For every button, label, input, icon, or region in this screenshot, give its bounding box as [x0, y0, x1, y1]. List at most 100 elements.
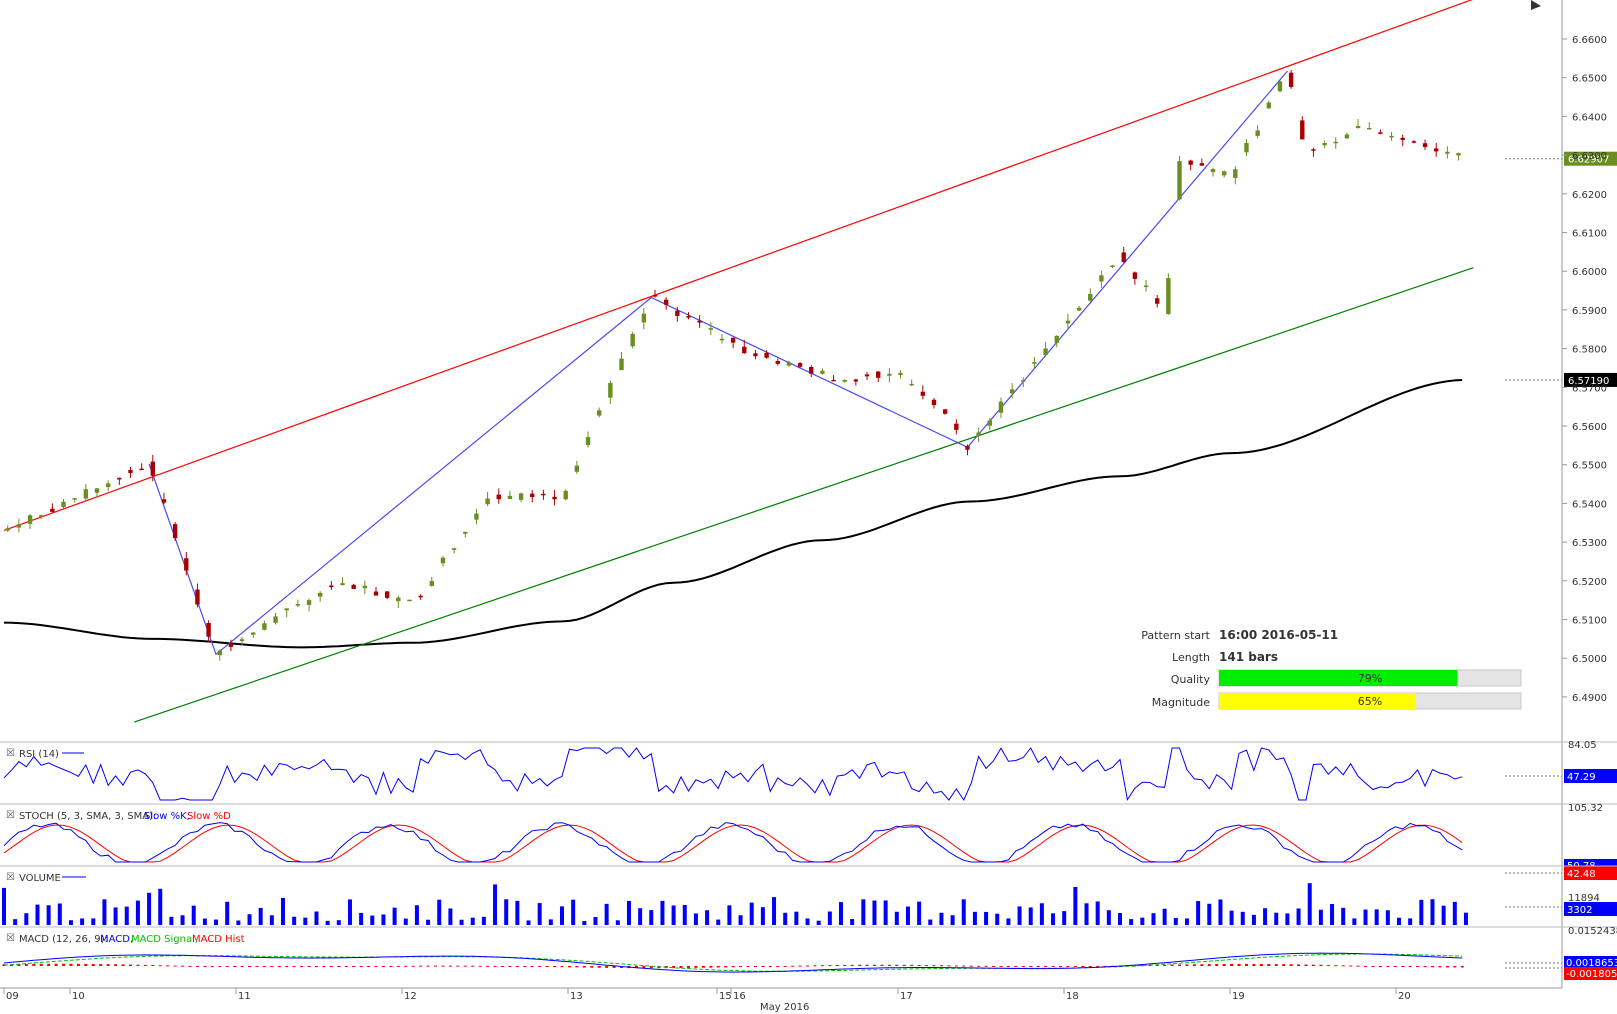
volume-close-icon[interactable]: ☒ — [6, 872, 15, 883]
volume-bar — [894, 911, 899, 925]
candle-body — [1277, 81, 1283, 92]
candle-body — [1322, 143, 1327, 146]
candle-body — [1166, 277, 1171, 315]
rsi-close-icon[interactable]: ☒ — [6, 748, 15, 759]
volume-bar — [917, 901, 922, 925]
macd-hist-bar — [835, 964, 839, 966]
volume-title: VOLUME — [19, 873, 61, 884]
volume-bar — [1039, 903, 1044, 925]
macd-hist-bar — [1445, 966, 1449, 968]
candle-body — [496, 494, 501, 500]
candle-body — [1400, 137, 1405, 140]
volume-bar — [202, 918, 207, 925]
candle-body — [195, 589, 200, 605]
volume-bar — [336, 920, 341, 925]
candle-body — [1288, 72, 1294, 87]
volume-bar — [1397, 917, 1401, 925]
macd-hist-bar — [694, 966, 698, 968]
volume-bar — [135, 900, 140, 925]
macd-hist-bar — [992, 965, 996, 967]
stoch-axis-top: 105.32 — [1568, 803, 1603, 814]
price-tick-label: 6.5600 — [1572, 422, 1607, 433]
price-tick-label: 6.6200 — [1572, 190, 1607, 201]
macd-hist-bar — [910, 964, 914, 966]
macd-hist-bar — [255, 966, 259, 967]
macd-hist-bar — [1200, 964, 1204, 966]
macd-histogram — [2, 963, 1464, 969]
macd-hist-bar — [292, 966, 296, 968]
volume-bar — [236, 920, 241, 925]
volume-bar — [1363, 909, 1368, 925]
macd-hist-bar — [567, 966, 571, 968]
macd-hist-bar — [32, 963, 36, 966]
volume-bar — [1240, 911, 1245, 925]
volume-bar — [738, 915, 743, 925]
volume-bar — [1352, 918, 1357, 925]
macd-hist-bar — [947, 965, 951, 967]
macd-hist-bar — [456, 965, 460, 967]
volume-bar — [1263, 908, 1268, 925]
macd-close-icon[interactable]: ☒ — [6, 933, 15, 944]
macd-hist-bar — [314, 966, 318, 967]
volume-bar — [1017, 906, 1022, 925]
volume-bar — [247, 914, 252, 925]
channel-layer — [3, 0, 1541, 723]
volume-bar — [403, 918, 408, 925]
candle-body — [686, 316, 691, 318]
candle-body — [1367, 127, 1372, 130]
macd-hist-bar — [1401, 966, 1405, 967]
volume-bar — [102, 899, 107, 925]
macd-hist-bar — [1103, 965, 1107, 967]
macd-hist-bar — [500, 966, 504, 967]
macd-hist-bar — [939, 965, 943, 967]
macd-hist-bar — [820, 965, 824, 967]
candle-body — [1155, 298, 1160, 304]
candle-body — [351, 584, 356, 589]
candle-body — [619, 358, 624, 371]
macd-hist-bar — [1207, 964, 1211, 966]
macd-hist-bar — [649, 966, 653, 969]
macd-hist-bar — [932, 965, 936, 967]
volume-bar — [939, 912, 944, 925]
macd-hist-bar — [620, 966, 624, 969]
stoch-close-icon[interactable]: ☒ — [6, 810, 15, 821]
price-panel: 6.62907 6.57190 — [3, 0, 1617, 723]
candle-body — [630, 333, 635, 347]
candle-body — [384, 591, 390, 598]
price-tick-label: 6.6500 — [1572, 74, 1607, 85]
candle-body — [876, 371, 881, 378]
macd-hist-bar — [381, 966, 385, 967]
volume-bar — [816, 920, 821, 925]
candle-body — [1333, 141, 1338, 144]
macd-hist-bar — [307, 966, 311, 967]
candle-body — [128, 470, 133, 473]
macd-hist-bar — [642, 966, 646, 969]
candle-body — [485, 498, 490, 505]
macd-hist-bar — [1185, 964, 1189, 966]
candle-body — [340, 583, 345, 585]
macd-hist-bar — [1021, 966, 1025, 967]
candle-body — [440, 557, 446, 564]
macd-signal-line — [3, 953, 1463, 972]
candle-body — [764, 352, 769, 358]
macd-hist-bar — [798, 965, 802, 967]
candle-body — [1054, 335, 1059, 343]
volume-bar — [470, 917, 475, 925]
candle-body — [329, 585, 334, 588]
price-tick-label: 6.5700 — [1572, 383, 1607, 394]
candle-body — [820, 370, 825, 374]
macd-hist-bar — [1006, 966, 1010, 967]
volume-bar — [805, 918, 810, 925]
stoch-d-label: Slow %D — [187, 811, 231, 822]
macd-hist-bar — [411, 965, 415, 967]
macd-hist-bar — [984, 965, 988, 967]
volume-bar — [1151, 913, 1156, 925]
macd-hist-value: -0.0018056 — [1566, 969, 1617, 980]
volume-axis-top: 11894 — [1568, 893, 1600, 904]
candle-body — [139, 468, 144, 471]
macd-hist-bar — [17, 964, 21, 966]
price-tick-label: 6.5400 — [1572, 499, 1607, 510]
volume-bar — [1173, 917, 1178, 925]
candle-body — [1445, 151, 1450, 154]
volume-bar — [582, 920, 587, 925]
